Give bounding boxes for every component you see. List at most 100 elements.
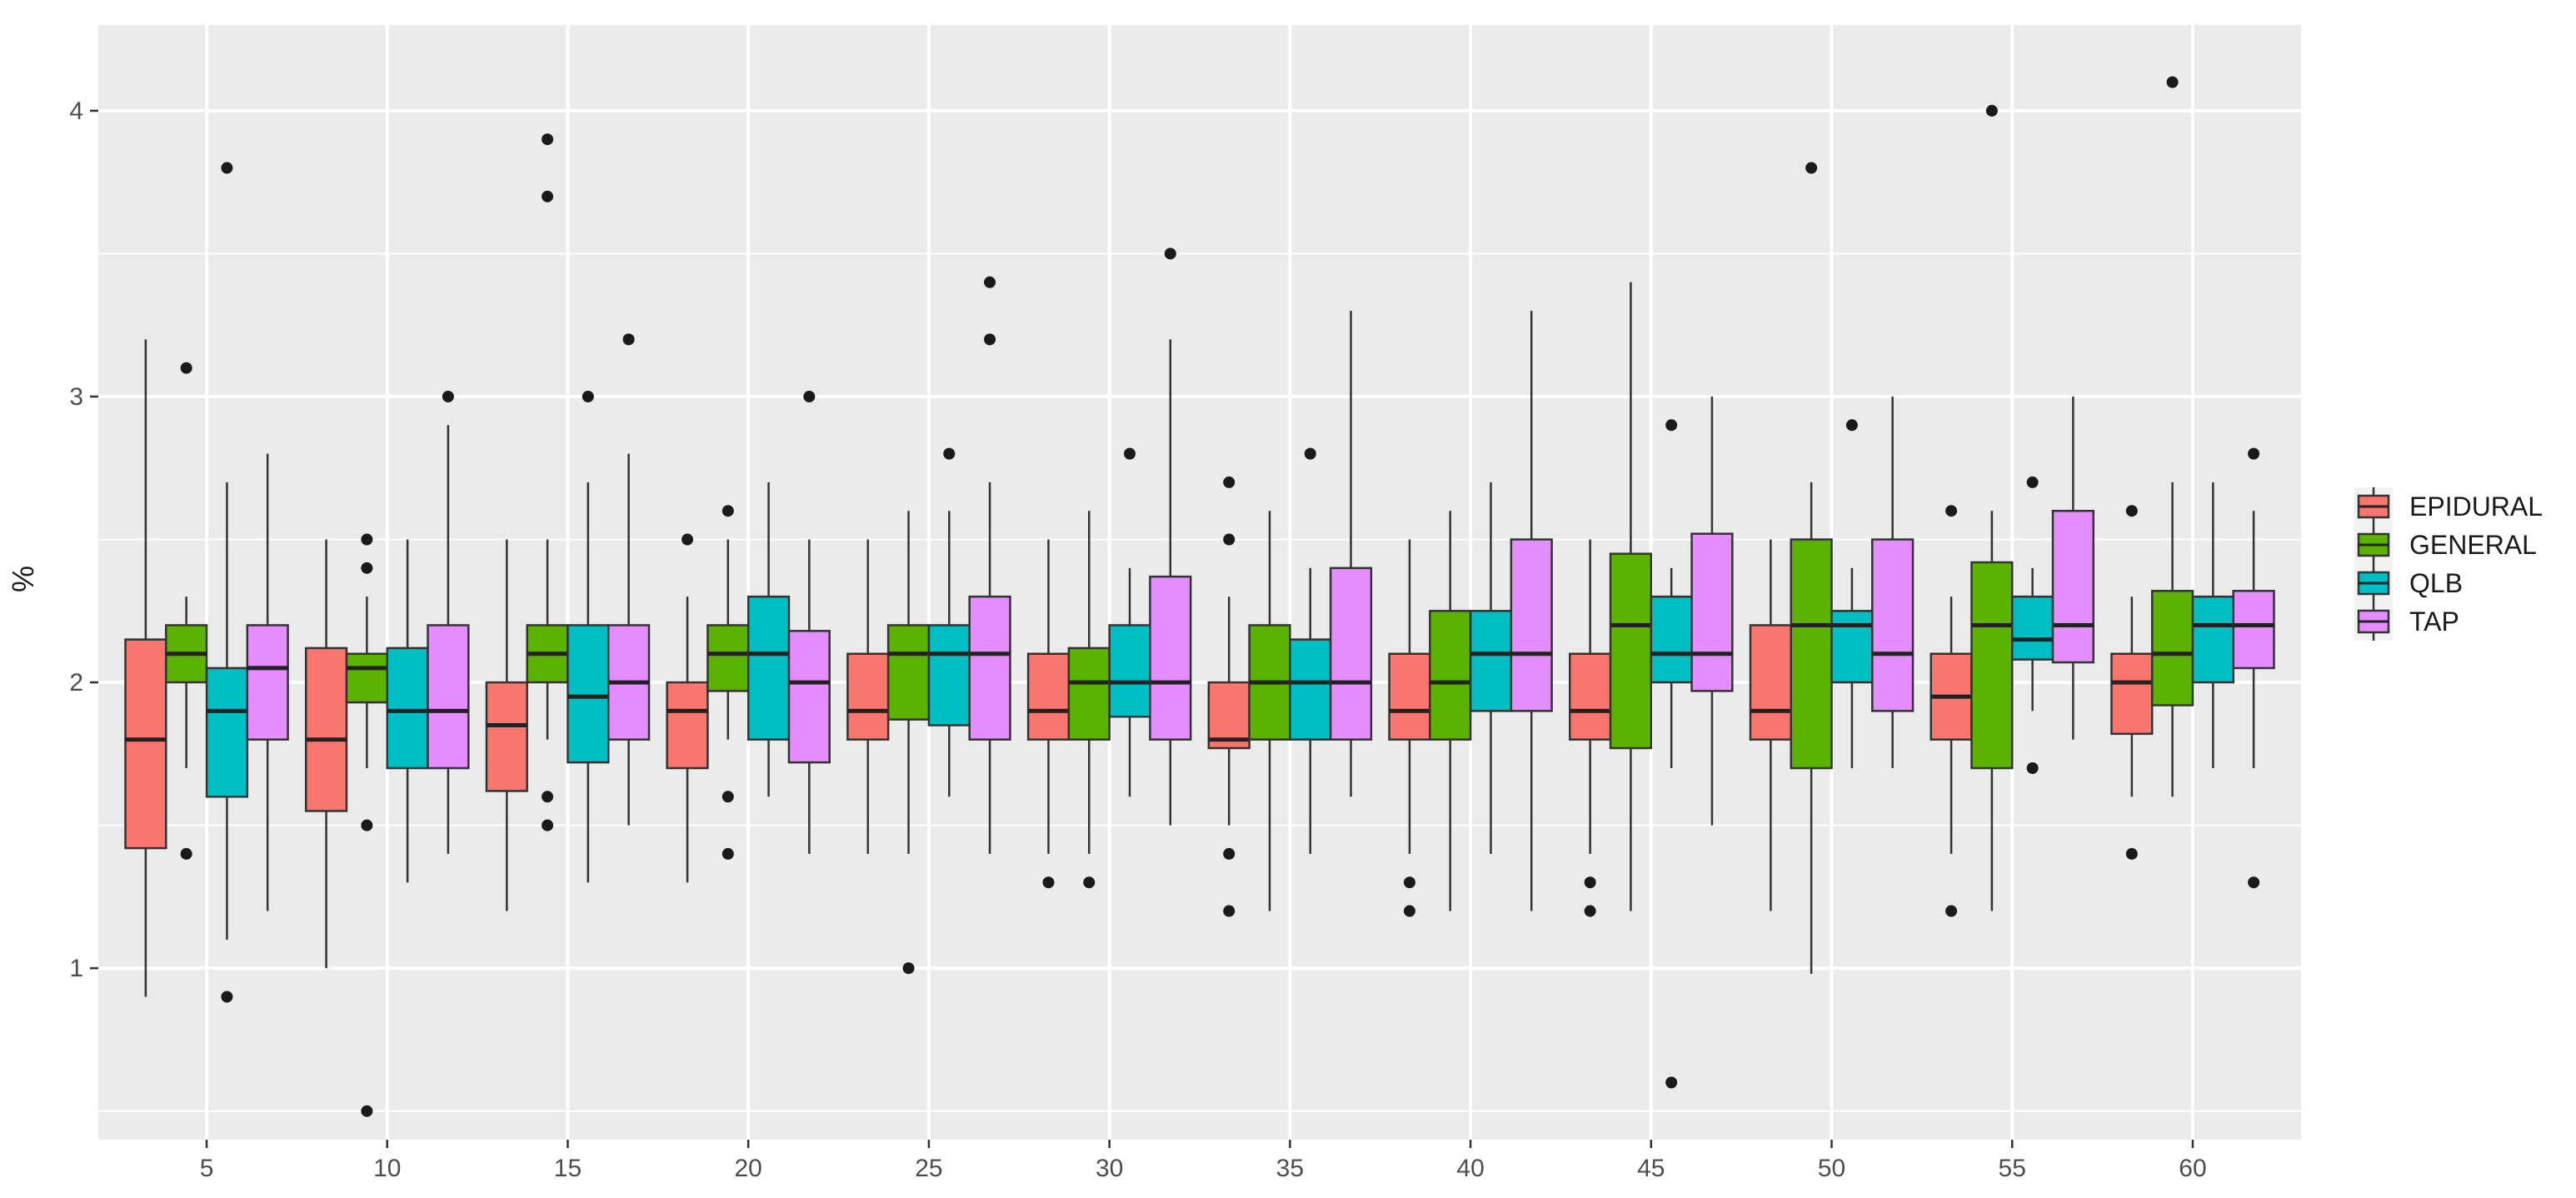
x-tick-label-25: 25 bbox=[915, 1155, 942, 1182]
box-tap-20 bbox=[787, 391, 831, 854]
box-rect-qlb-5 bbox=[205, 666, 249, 798]
box-tap-60 bbox=[2232, 447, 2275, 889]
box-group-60 bbox=[2110, 76, 2275, 889]
box-group-5 bbox=[124, 162, 289, 1003]
x-tick-label-45: 45 bbox=[1637, 1155, 1665, 1182]
box-rect-tap-50 bbox=[1871, 538, 1915, 712]
outlier-general-15-3 bbox=[542, 819, 554, 831]
outlier-qlb-55-1 bbox=[2026, 762, 2039, 774]
outlier-epidural-60-1 bbox=[2125, 505, 2138, 517]
x-tick-label-35: 35 bbox=[1276, 1155, 1304, 1182]
outlier-epidural-20-0 bbox=[681, 533, 694, 546]
outlier-general-15-2 bbox=[542, 791, 554, 803]
box-general-40 bbox=[1429, 511, 1472, 911]
box-tap-30 bbox=[1149, 247, 1192, 826]
box-tap-5 bbox=[246, 453, 289, 911]
box-rect-tap-60 bbox=[2232, 590, 2275, 670]
box-general-45 bbox=[1609, 282, 1653, 911]
outlier-epidural-35-0 bbox=[1223, 847, 1236, 860]
minor-gridlines bbox=[98, 252, 2301, 1112]
y-tick-label-1: 1 bbox=[69, 955, 83, 982]
x-tick-label-60: 60 bbox=[2179, 1155, 2206, 1182]
box-qlb-60 bbox=[2191, 482, 2234, 768]
box-rect-tap-35 bbox=[1329, 567, 1373, 741]
box-rect-qlb-25 bbox=[927, 624, 971, 726]
outlier-qlb-35-0 bbox=[1304, 447, 1316, 460]
box-rect-general-10 bbox=[345, 652, 389, 704]
outlier-epidural-55-1 bbox=[1945, 505, 1958, 517]
box-group-40 bbox=[1388, 311, 1553, 917]
y-axis: 1 2 3 4 bbox=[69, 97, 98, 982]
outlier-qlb-15-0 bbox=[582, 391, 594, 402]
box-rect-general-20 bbox=[706, 624, 750, 692]
outlier-general-25-0 bbox=[902, 962, 915, 975]
box-qlb-25 bbox=[927, 447, 971, 797]
box-general-15 bbox=[526, 133, 569, 831]
box-qlb-15 bbox=[567, 391, 610, 883]
outlier-qlb-50-0 bbox=[1845, 419, 1858, 432]
outlier-tap-15-0 bbox=[622, 333, 635, 346]
box-rect-epidural-30 bbox=[1026, 652, 1071, 741]
outlier-general-10-2 bbox=[361, 819, 373, 831]
box-rect-qlb-60 bbox=[2191, 595, 2234, 684]
x-tick-label-20: 20 bbox=[735, 1155, 762, 1182]
box-general-10 bbox=[345, 533, 389, 1117]
x-tick-label-30: 30 bbox=[1096, 1155, 1123, 1182]
outlier-epidural-45-0 bbox=[1584, 876, 1596, 889]
outlier-epidural-60-0 bbox=[2125, 847, 2138, 860]
outlier-tap-30-0 bbox=[1164, 247, 1176, 260]
box-epidural-45 bbox=[1569, 539, 1612, 917]
outlier-tap-60-1 bbox=[2248, 876, 2260, 889]
outlier-tap-60-0 bbox=[2248, 447, 2260, 460]
outlier-general-55-0 bbox=[1985, 104, 1998, 117]
box-rect-tap-55 bbox=[2051, 509, 2095, 664]
box-general-50 bbox=[1790, 162, 1833, 975]
box-epidural-5 bbox=[124, 339, 167, 997]
box-epidural-15 bbox=[485, 539, 528, 911]
outlier-qlb-55-0 bbox=[2026, 476, 2039, 488]
box-general-5 bbox=[165, 362, 208, 860]
legend-item-qlb: QLB bbox=[2354, 564, 2463, 602]
box-tap-35 bbox=[1329, 311, 1373, 797]
box-general-20 bbox=[706, 505, 750, 860]
outlier-general-10-3 bbox=[361, 1105, 373, 1117]
box-tap-50 bbox=[1871, 397, 1915, 768]
box-group-55 bbox=[1930, 104, 2095, 917]
outlier-qlb-5-1 bbox=[221, 991, 233, 1003]
box-qlb-50 bbox=[1830, 419, 1874, 768]
box-rect-general-40 bbox=[1429, 610, 1472, 741]
box-rect-general-60 bbox=[2150, 590, 2194, 706]
box-epidural-10 bbox=[304, 539, 348, 969]
box-rect-general-45 bbox=[1609, 552, 1653, 750]
box-group-30 bbox=[1026, 247, 1192, 889]
box-group-10 bbox=[304, 391, 470, 1117]
box-rect-tap-10 bbox=[427, 624, 470, 770]
legend-label-general: GENERAL bbox=[2409, 530, 2537, 560]
outlier-general-20-0 bbox=[721, 505, 734, 517]
outlier-general-20-1 bbox=[721, 791, 734, 803]
box-rect-epidural-50 bbox=[1749, 624, 1793, 741]
legend-item-epidural: EPIDURAL bbox=[2354, 487, 2543, 526]
box-rect-epidural-20 bbox=[666, 681, 709, 770]
box-group-50 bbox=[1749, 162, 1915, 975]
y-tick-label-2: 2 bbox=[69, 669, 83, 696]
box-group-20 bbox=[666, 391, 831, 883]
box-general-60 bbox=[2150, 76, 2194, 797]
outlier-tap-25-1 bbox=[984, 333, 996, 346]
box-tap-40 bbox=[1510, 311, 1553, 911]
outlier-epidural-45-1 bbox=[1584, 905, 1596, 917]
box-rect-tap-5 bbox=[246, 624, 289, 741]
outlier-epidural-35-3 bbox=[1223, 476, 1236, 488]
box-rect-qlb-15 bbox=[567, 624, 610, 764]
box-rect-tap-25 bbox=[968, 595, 1011, 741]
box-tap-45 bbox=[1690, 397, 1734, 826]
outlier-epidural-40-0 bbox=[1403, 876, 1415, 889]
box-rect-qlb-35 bbox=[1289, 638, 1332, 741]
outlier-general-50-0 bbox=[1805, 162, 1818, 174]
x-axis: 5 10 15 20 25 30 35 40 45 50 55 60 bbox=[200, 1140, 2207, 1182]
box-rect-epidural-40 bbox=[1388, 652, 1431, 741]
box-epidural-20 bbox=[666, 533, 709, 883]
box-rect-epidural-10 bbox=[304, 646, 348, 812]
legend-label-tap: TAP bbox=[2409, 606, 2459, 636]
